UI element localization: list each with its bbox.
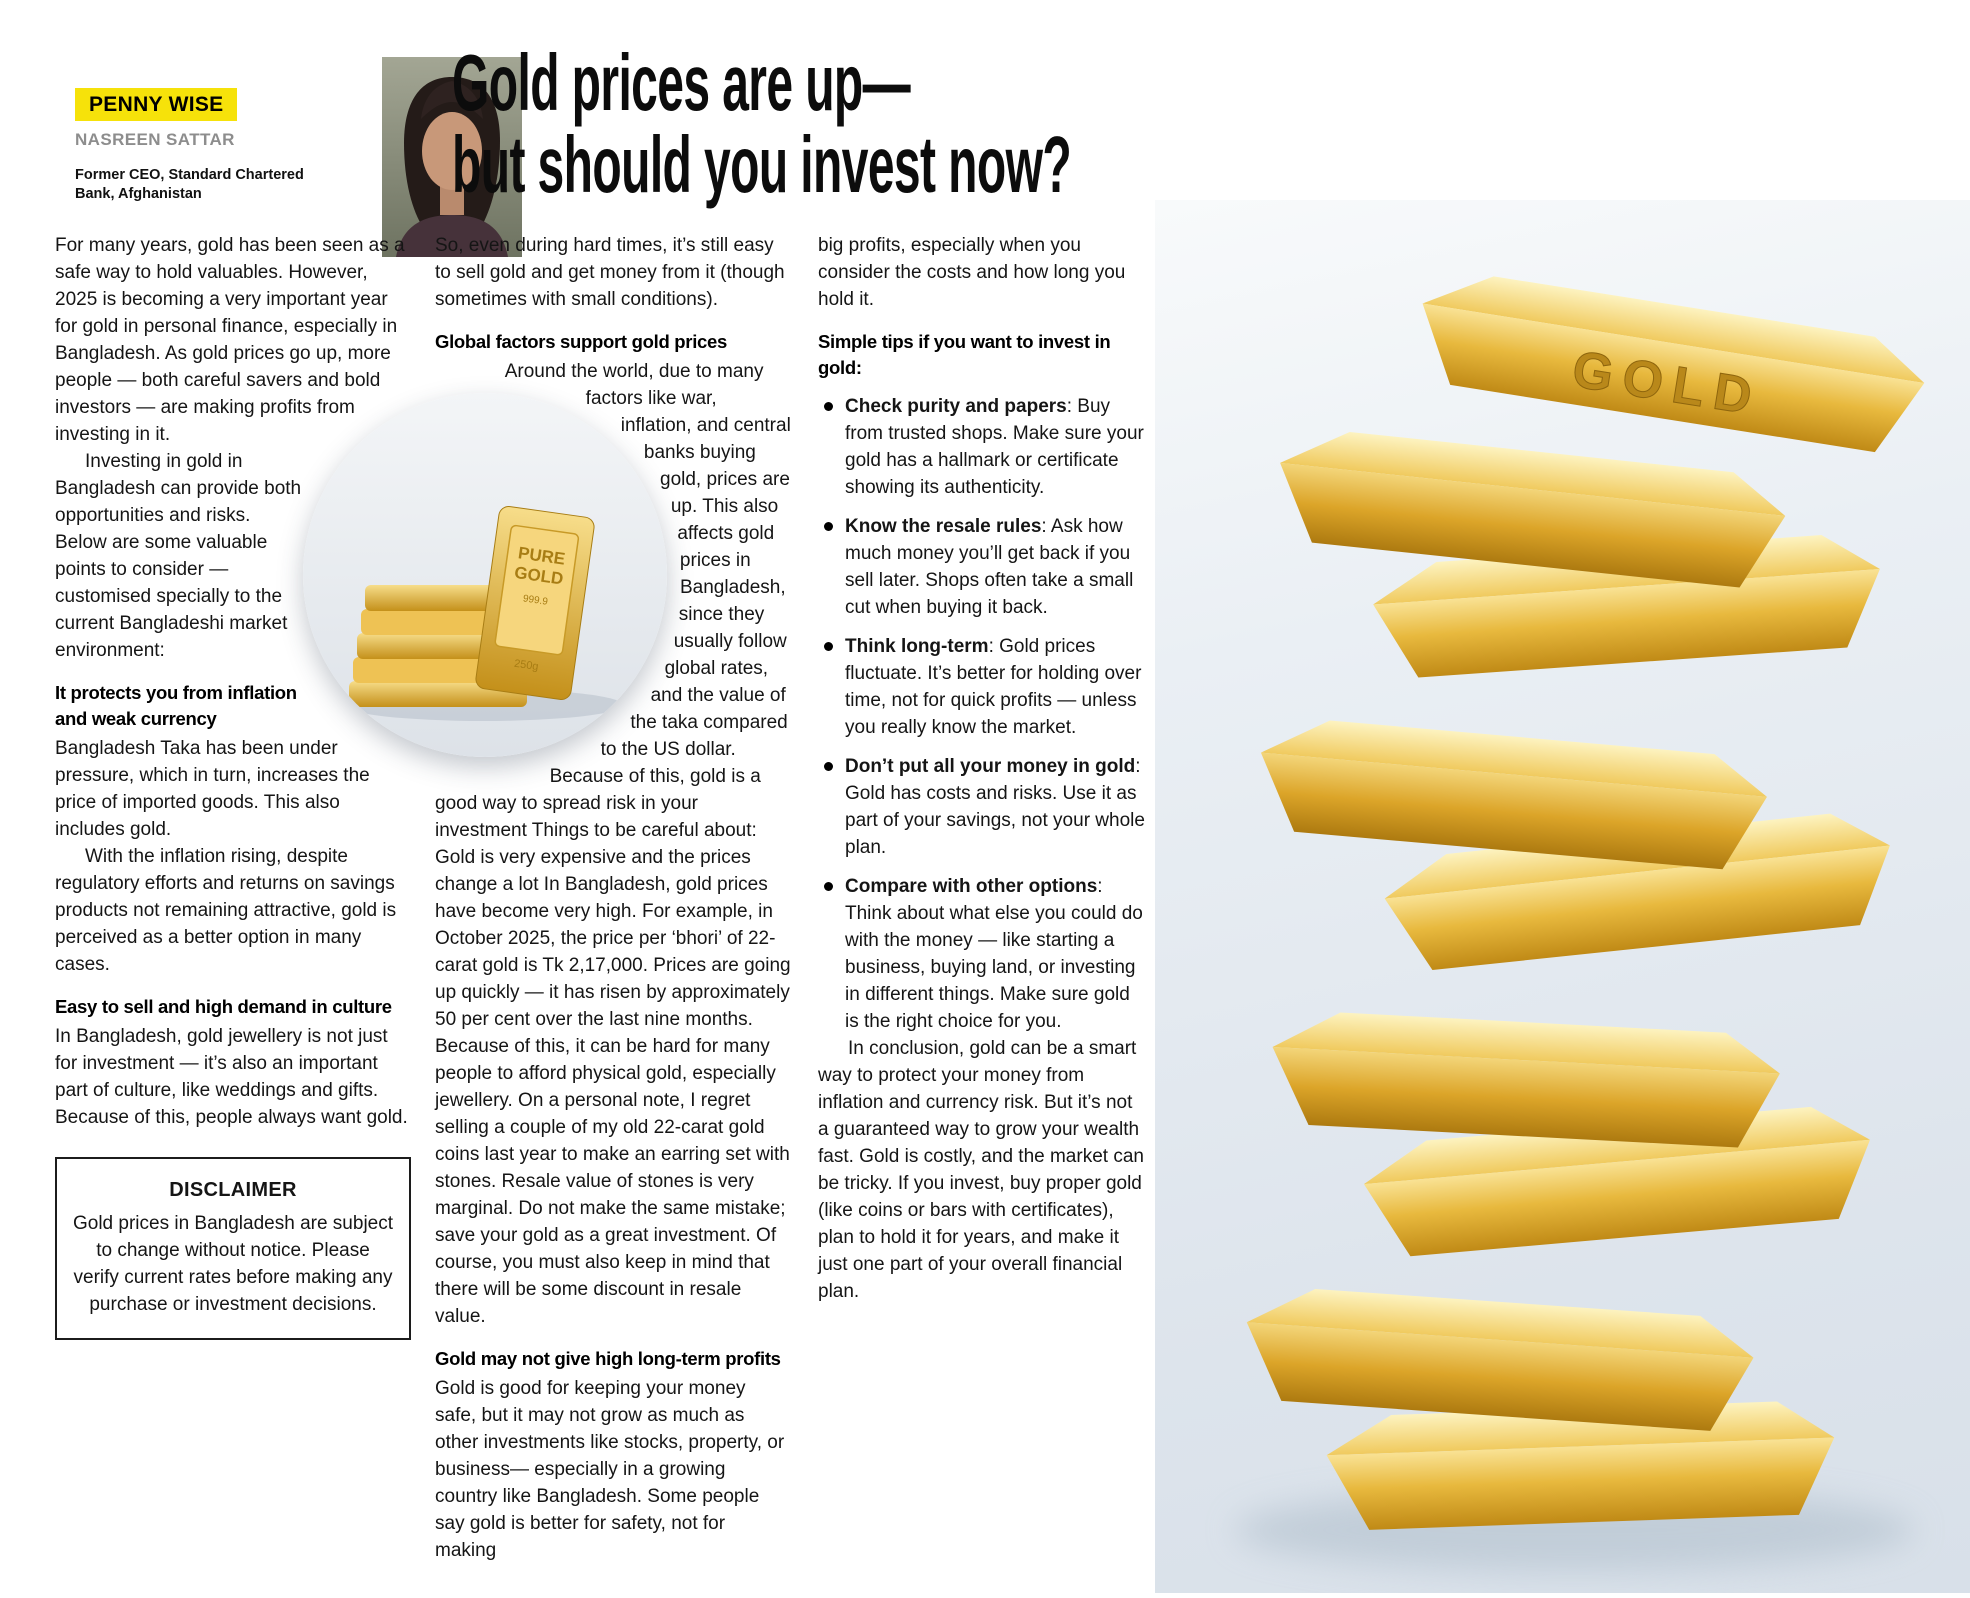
gold-weight-label: 250g: [513, 658, 539, 673]
tip-body: : Think about what else you could do wit…: [845, 876, 1143, 1032]
article-column-2: So, even during hard times, it’s still e…: [435, 232, 791, 1564]
tip-lead: Compare with other options: [845, 876, 1098, 897]
list-item: Check purity and papers: Buy from truste…: [818, 393, 1148, 501]
tip-lead: Check purity and papers: [845, 396, 1067, 417]
tip-lead: Know the resale rules: [845, 516, 1042, 537]
article-headline: Gold prices are up— but should you inves…: [452, 38, 1072, 209]
tip-body: : Ask how much money you’ll get back if …: [845, 516, 1134, 618]
subhead-inflation: It protects you from inflation and weak …: [55, 682, 297, 729]
tip-body: : Gold has costs and risks. Use it as pa…: [845, 756, 1145, 858]
list-item: Know the resale rules: Ask how much mone…: [818, 513, 1148, 621]
author-role: Former CEO, Standard Chartered Bank, Afg…: [75, 167, 304, 202]
body-paragraph: Around the world, due to many factors li…: [435, 361, 791, 1327]
subhead-easy-to-sell: Easy to sell and high demand in culture: [55, 996, 392, 1017]
headline-line-1: Gold prices are up—: [452, 38, 911, 127]
body-paragraph: big profits, especially when you conside…: [818, 235, 1126, 310]
list-item: Think long-term: Gold prices fluctuate. …: [818, 633, 1148, 741]
author-portrait: [382, 57, 522, 257]
disclaimer-title: DISCLAIMER: [169, 1179, 297, 1201]
body-paragraph: Investing in gold in Bangladesh can prov…: [55, 451, 302, 661]
article-column-1: For many years, gold has been seen as a …: [55, 232, 411, 1340]
list-item: Don’t put all your money in gold: Gold h…: [818, 753, 1148, 861]
subhead-long-term-profits: Gold may not give high long-term profits: [435, 1348, 781, 1369]
disclaimer-body: Gold prices in Bangladesh are subject to…: [72, 1213, 394, 1315]
tips-list: Check purity and papers: Buy from truste…: [818, 393, 1148, 1035]
subhead-simple-tips: Simple tips if you want to invest in gol…: [818, 331, 1111, 378]
gold-stack-image: GOLD: [1235, 276, 1925, 1572]
author-name: NASREEN SATTAR: [75, 130, 235, 149]
portrait-illustration: [382, 57, 522, 257]
tip-body: : Gold prices fluctuate. It’s better for…: [845, 636, 1142, 738]
column-kicker: PENNY WISE: [75, 88, 238, 121]
conclusion-paragraph: In conclusion, gold can be a smart way t…: [818, 1038, 1144, 1302]
body-paragraph: Gold is good for keeping your money safe…: [435, 1378, 785, 1561]
gold-circle-illustration: PURE GOLD 999.9 250g: [303, 393, 667, 757]
gold-stack-photo: GOLD: [1155, 200, 1970, 1593]
body-paragraph: So, even during hard times, it’s still e…: [435, 235, 785, 310]
tip-lead: Think long-term: [845, 636, 989, 657]
gold-purity-label: 999.9: [522, 593, 549, 607]
headline-line-2: but should you invest now?: [452, 120, 1072, 209]
body-paragraph: Bangladesh Taka has been under pressure,…: [55, 738, 370, 840]
tip-lead: Don’t put all your money in gold: [845, 756, 1136, 777]
disclaimer-box: DISCLAIMER Gold prices in Bangladesh are…: [55, 1157, 411, 1340]
body-paragraph: For many years, gold has been seen as a …: [55, 235, 405, 445]
wrap-zone-left: Investing in gold in Bangladesh can prov…: [55, 448, 411, 978]
byline-block: PENNY WISE NASREEN SATTAR Former CEO, St…: [75, 88, 375, 204]
list-item: Compare with other options: Think about …: [818, 873, 1148, 1035]
body-paragraph: With the inflation rising, despite regul…: [55, 846, 397, 975]
tip-body: : Buy from trusted shops. Make sure your…: [845, 396, 1144, 498]
subhead-global-factors: Global factors support gold prices: [435, 331, 728, 352]
article-column-3: big profits, especially when you conside…: [818, 232, 1148, 1305]
gold-circle-image: PURE GOLD 999.9 250g: [303, 393, 667, 757]
body-paragraph: In Bangladesh, gold jewellery is not jus…: [55, 1026, 408, 1128]
